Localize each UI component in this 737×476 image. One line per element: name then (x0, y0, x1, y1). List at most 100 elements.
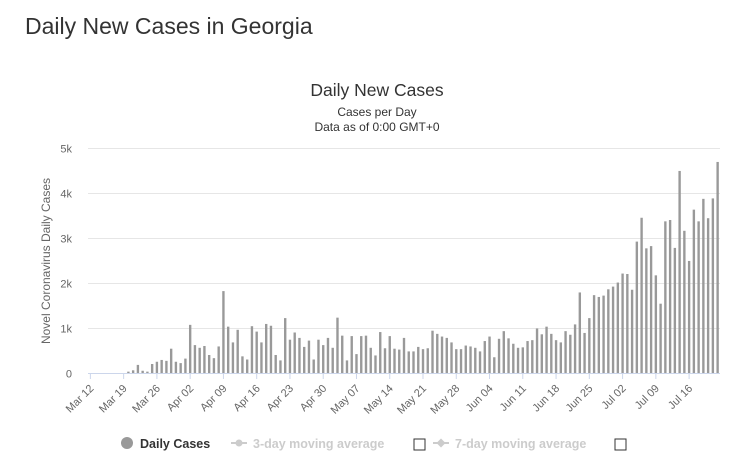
bar[interactable] (531, 340, 534, 373)
bar[interactable] (141, 370, 144, 373)
bar[interactable] (450, 342, 453, 373)
bar[interactable] (188, 324, 192, 373)
bar[interactable] (379, 332, 382, 373)
bar[interactable] (184, 358, 187, 373)
legend-checkbox-3day[interactable] (413, 438, 426, 451)
bar[interactable] (169, 348, 173, 373)
bar[interactable] (307, 340, 311, 373)
bar[interactable] (336, 317, 339, 373)
bar[interactable] (241, 356, 244, 373)
bar[interactable] (388, 336, 391, 373)
bar[interactable] (407, 351, 410, 373)
bar[interactable] (150, 364, 154, 373)
bar[interactable] (350, 336, 353, 373)
bar[interactable] (445, 337, 448, 373)
legend-item-7day-average[interactable]: 7-day moving average (433, 437, 627, 451)
bar[interactable] (459, 349, 463, 373)
bar[interactable] (630, 289, 634, 373)
bar[interactable] (611, 286, 615, 373)
bar[interactable] (412, 351, 415, 373)
bar[interactable] (687, 260, 691, 373)
bar[interactable] (369, 347, 372, 373)
bar[interactable] (578, 292, 582, 373)
bar[interactable] (540, 334, 543, 373)
bar[interactable] (550, 333, 553, 373)
bar[interactable] (678, 170, 681, 373)
bar[interactable] (516, 347, 520, 373)
bar[interactable] (374, 355, 377, 373)
bar[interactable] (483, 341, 486, 373)
bar[interactable] (554, 340, 558, 373)
bar[interactable] (469, 346, 472, 373)
bar[interactable] (136, 364, 140, 373)
bar[interactable] (255, 331, 258, 373)
bar[interactable] (322, 345, 325, 373)
bar[interactable] (507, 338, 510, 373)
bar[interactable] (535, 328, 539, 373)
bar[interactable] (250, 326, 254, 373)
bar[interactable] (155, 361, 159, 373)
bar[interactable] (497, 338, 501, 373)
bar[interactable] (131, 370, 135, 373)
bar[interactable] (583, 332, 586, 373)
legend-checkbox-7day[interactable] (614, 438, 627, 451)
bar[interactable] (493, 357, 496, 373)
bar[interactable] (474, 347, 477, 373)
bar[interactable] (179, 363, 182, 373)
bar[interactable] (602, 295, 605, 373)
bar[interactable] (341, 335, 344, 373)
bar[interactable] (478, 351, 482, 373)
bar[interactable] (659, 303, 662, 373)
bar[interactable] (640, 217, 643, 373)
bar[interactable] (526, 341, 529, 373)
bar[interactable] (635, 241, 639, 373)
bar[interactable] (298, 337, 301, 373)
bar[interactable] (212, 358, 216, 373)
bar[interactable] (683, 230, 686, 373)
legend-item-3day-average[interactable]: 3-day moving average (231, 437, 426, 451)
bar[interactable] (706, 218, 710, 373)
bar[interactable] (326, 337, 330, 373)
bar[interactable] (284, 318, 287, 373)
bar[interactable] (488, 336, 491, 373)
bar[interactable] (231, 342, 235, 373)
bar[interactable] (702, 198, 705, 373)
bar[interactable] (279, 360, 282, 373)
bar[interactable] (288, 339, 292, 373)
bar[interactable] (607, 289, 610, 373)
bar[interactable] (573, 324, 577, 373)
bar[interactable] (198, 347, 201, 373)
bar[interactable] (545, 326, 548, 373)
bar[interactable] (711, 198, 715, 373)
bar[interactable] (626, 274, 629, 373)
bar[interactable] (165, 360, 168, 373)
bar[interactable] (360, 336, 363, 373)
bar[interactable] (564, 331, 567, 373)
bar[interactable] (426, 348, 429, 373)
bar[interactable] (193, 345, 197, 373)
bar[interactable] (393, 348, 396, 373)
bar[interactable] (226, 326, 230, 373)
bar[interactable] (521, 347, 524, 373)
bar[interactable] (417, 346, 420, 373)
legend-item-daily-cases[interactable]: Daily Cases (121, 437, 210, 451)
bar[interactable] (402, 337, 406, 373)
bar[interactable] (222, 291, 225, 373)
bar[interactable] (668, 220, 672, 373)
bar[interactable] (436, 333, 439, 373)
bar[interactable] (364, 335, 368, 373)
bar[interactable] (645, 248, 648, 373)
bar[interactable] (559, 342, 562, 373)
bar[interactable] (421, 349, 425, 373)
bar[interactable] (217, 346, 220, 373)
bar[interactable] (236, 329, 239, 373)
bar[interactable] (331, 347, 334, 373)
bar[interactable] (697, 221, 700, 373)
bar[interactable] (355, 354, 358, 373)
bar[interactable] (293, 332, 296, 374)
bar[interactable] (146, 371, 149, 373)
bar[interactable] (673, 247, 677, 373)
bar[interactable] (303, 346, 306, 373)
bar[interactable] (692, 209, 696, 373)
bar[interactable] (398, 349, 401, 373)
